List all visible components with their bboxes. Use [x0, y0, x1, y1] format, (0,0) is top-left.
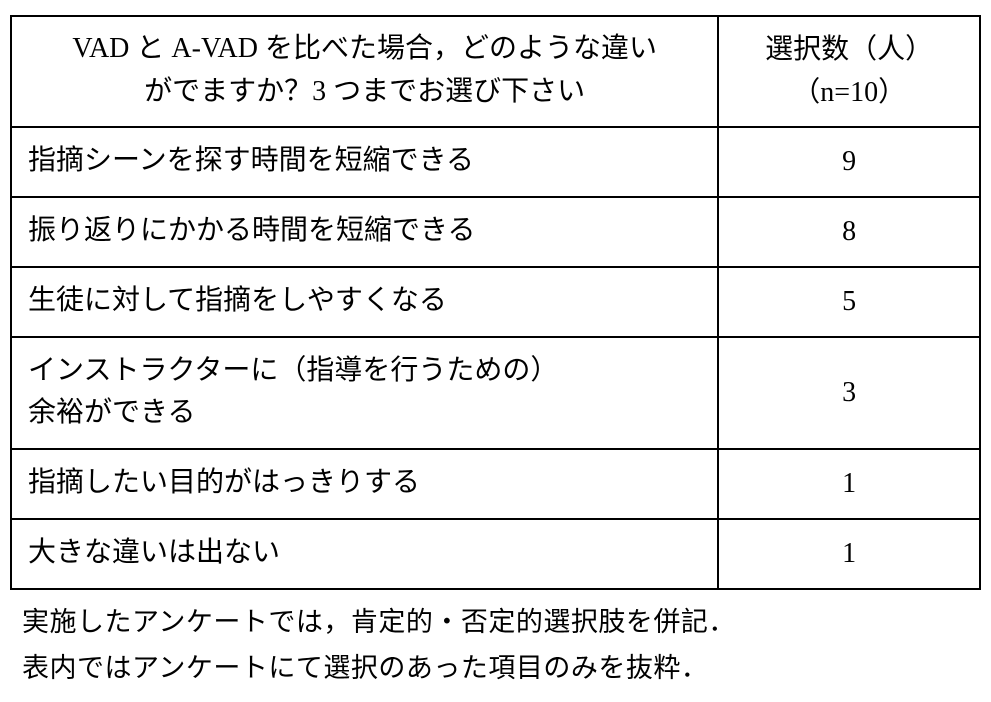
row-label: 生徒に対して指摘をしやすくなる — [28, 285, 447, 316]
footnote-line1: 実施したアンケートでは，肯定的・否定的選択肢を併記． — [22, 600, 981, 646]
question-header-line2: がでますか？3 つまでお選び下さい — [144, 76, 585, 107]
question-cell: 指摘したい目的がはっきりする — [11, 449, 718, 519]
question-cell: インストラクターに（指導を行うための） 余裕ができる — [11, 337, 718, 449]
row-label-line2: 余裕ができる — [28, 397, 195, 428]
table-wrapper: VAD と A-VAD を比べた場合，どのような違い がでますか？3 つまでお選… — [0, 0, 991, 702]
count-cell: 3 — [718, 337, 980, 449]
count-cell: 1 — [718, 449, 980, 519]
count-header: 選択数（人） （n=10） — [718, 16, 980, 127]
footnote-line2: 表内ではアンケートにて選択のあった項目のみを抜粋． — [22, 646, 981, 692]
row-label: 指摘シーンを探す時間を短縮できる — [28, 145, 474, 176]
question-cell: 指摘シーンを探す時間を短縮できる — [11, 127, 718, 197]
table-row: 指摘したい目的がはっきりする 1 — [11, 449, 980, 519]
row-label-line1: インストラクターに（指導を行うための） — [28, 355, 558, 386]
footnote: 実施したアンケートでは，肯定的・否定的選択肢を併記． 表内ではアンケートにて選択… — [10, 600, 981, 692]
table-row: 大きな違いは出ない 1 — [11, 519, 980, 589]
question-header: VAD と A-VAD を比べた場合，どのような違い がでますか？3 つまでお選… — [11, 16, 718, 127]
count-cell: 8 — [718, 197, 980, 267]
question-header-line1: VAD と A-VAD を比べた場合，どのような違い — [72, 33, 657, 64]
count-cell: 5 — [718, 267, 980, 337]
row-label: 指摘したい目的がはっきりする — [28, 467, 420, 498]
table-row: 指摘シーンを探す時間を短縮できる 9 — [11, 127, 980, 197]
question-cell: 生徒に対して指摘をしやすくなる — [11, 267, 718, 337]
count-header-line1: 選択数（人） — [765, 34, 933, 65]
count-header-line2: （n=10） — [792, 77, 906, 108]
question-cell: 振り返りにかかる時間を短縮できる — [11, 197, 718, 267]
row-label: 振り返りにかかる時間を短縮できる — [28, 215, 475, 246]
count-cell: 1 — [718, 519, 980, 589]
table-row: 振り返りにかかる時間を短縮できる 8 — [11, 197, 980, 267]
row-label: 大きな違いは出ない — [28, 537, 280, 568]
header-row: VAD と A-VAD を比べた場合，どのような違い がでますか？3 つまでお選… — [11, 16, 980, 127]
table-row: 生徒に対して指摘をしやすくなる 5 — [11, 267, 980, 337]
count-cell: 9 — [718, 127, 980, 197]
survey-table: VAD と A-VAD を比べた場合，どのような違い がでますか？3 つまでお選… — [10, 15, 981, 590]
question-cell: 大きな違いは出ない — [11, 519, 718, 589]
table-row: インストラクターに（指導を行うための） 余裕ができる 3 — [11, 337, 980, 449]
